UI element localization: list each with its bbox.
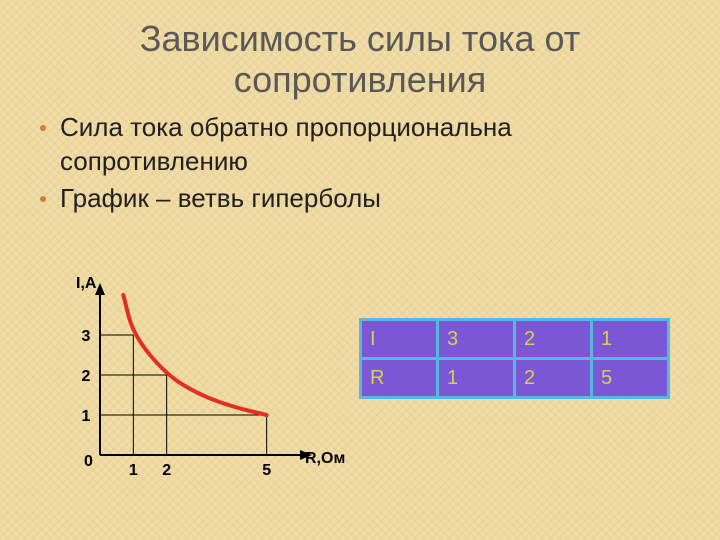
table-cell: 5 (592, 359, 668, 397)
table-cell: 1 (438, 359, 515, 397)
x-axis-label: R,Ом (305, 450, 345, 468)
bullet-item: График – ветвь гиперболы (40, 182, 680, 216)
hyperbola-chart: 123125 I,А R,Ом 0 (70, 275, 330, 500)
svg-text:1: 1 (129, 462, 138, 479)
title-line-2: сопротивления (234, 59, 487, 100)
table-cell: 2 (515, 321, 592, 359)
table-cell: R (362, 359, 438, 397)
table-row: I321 (362, 321, 667, 359)
table: I321R125 (362, 321, 667, 396)
table-cell: 2 (515, 359, 592, 397)
table-cell: I (362, 321, 438, 359)
svg-text:2: 2 (82, 368, 91, 385)
table-cell: 3 (438, 321, 515, 359)
title-line-1: Зависимость силы тока от (140, 18, 581, 59)
slide-title: Зависимость силы тока от сопротивления (0, 0, 720, 101)
svg-text:5: 5 (262, 462, 271, 479)
svg-text:3: 3 (82, 328, 91, 345)
bullet-text: График – ветвь гиперболы (60, 182, 381, 216)
svg-text:2: 2 (162, 462, 171, 479)
data-table: I321R125 (359, 318, 670, 399)
chart-svg: 1 2 3 1 2 5 (70, 275, 330, 500)
bullet-icon (40, 125, 46, 131)
svg-text:1: 1 (82, 408, 91, 425)
bullet-text: Сила тока обратно пропорциональна сопрот… (60, 111, 680, 179)
origin-label: 0 (84, 453, 93, 471)
bullet-item: Сила тока обратно пропорциональна сопрот… (40, 111, 680, 179)
y-axis-label: I,А (76, 275, 96, 293)
table-row: R125 (362, 359, 667, 397)
bullet-icon (40, 196, 46, 202)
table-cell: 1 (592, 321, 668, 359)
bullet-list: Сила тока обратно пропорциональна сопрот… (0, 101, 720, 216)
